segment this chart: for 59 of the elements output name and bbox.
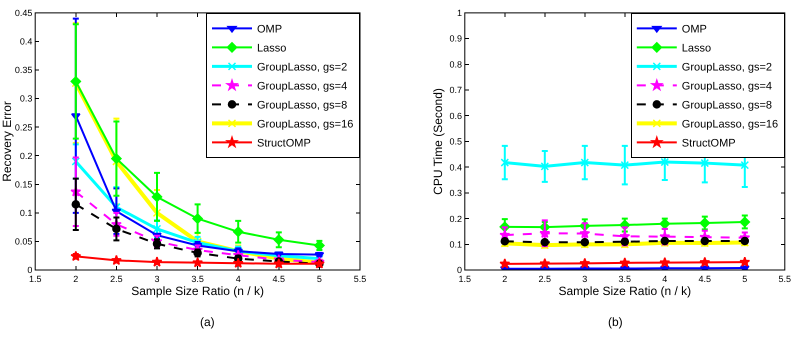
y-tick-label: 0.2	[20, 150, 32, 161]
text: (a)	[200, 315, 215, 329]
x-tick-label: 2.5	[538, 274, 552, 284]
y-tick-label: 0.9	[449, 34, 462, 44]
y-tick-label: 0.3	[449, 188, 462, 198]
x-tick-label: 4.5	[698, 274, 712, 284]
legend-label: GroupLasso, gs=4	[682, 80, 772, 93]
y-tick-label: 0.45	[14, 8, 32, 18]
x-tick-label: 3	[154, 274, 160, 284]
x-tick-label: 4	[236, 274, 241, 284]
x-tick-label: 5	[742, 274, 748, 284]
y-tick-label: 0.35	[14, 65, 32, 76]
y-tick-label: 0.5	[449, 136, 462, 147]
y-tick-label: 0.4	[20, 36, 32, 47]
legend-label: Lasso	[257, 42, 286, 55]
y-tick-label: 0	[456, 265, 462, 276]
y-tick-label: 0.3	[20, 94, 32, 104]
x-tick-label: 1.5	[458, 274, 472, 284]
y-tick-label: 0.4	[449, 162, 462, 172]
legend-label: StructOMP	[257, 138, 311, 150]
x-tick-label: 2	[502, 274, 508, 284]
y-tick-label: 0.15	[14, 179, 32, 190]
legend-label: GroupLasso, gs=16	[682, 118, 778, 131]
y-axis-title: Recovery Error	[0, 101, 14, 182]
legend-label: GroupLasso, gs=8	[682, 100, 772, 112]
legend-label: StructOMP	[682, 138, 736, 150]
legend-label: OMP	[257, 24, 282, 36]
y-tick-label: 1	[456, 8, 462, 18]
text: (b)	[608, 315, 623, 329]
legend-label: GroupLasso, gs=8	[257, 100, 348, 112]
x-tick-label: 2	[73, 274, 78, 284]
y-tick-label: 0.05	[14, 236, 32, 247]
legend-label: GroupLasso, gs=2	[682, 62, 772, 74]
y-tick-label: 0.6	[449, 110, 462, 121]
legend-label: GroupLasso, gs=16	[257, 118, 354, 131]
legend-label: Lasso	[682, 42, 712, 55]
x-tick-label: 4.5	[272, 274, 286, 284]
y-tick-label: 0.7	[449, 85, 462, 96]
legend-label: OMP	[682, 24, 707, 36]
y-tick-label: 0.2	[449, 214, 462, 224]
x-tick-label: 3.5	[618, 274, 632, 284]
y-tick-label: 0.1	[20, 208, 32, 218]
x-tick-label: 2.5	[110, 274, 123, 284]
x-tick-label: 5.5	[778, 274, 792, 284]
legend-label: GroupLasso, gs=2	[257, 62, 348, 74]
x-tick-label: 1.5	[28, 274, 42, 284]
x-tick-label: 5	[316, 274, 322, 284]
x-tick-label: 4	[662, 274, 668, 284]
x-axis-title: Sample Size Ratio (n / k)	[558, 284, 692, 298]
x-tick-label: 3.5	[191, 274, 204, 284]
y-tick-label: 0.8	[449, 59, 462, 70]
y-tick-label: 0.25	[14, 122, 32, 132]
y-axis-title: CPU Time (Second)	[430, 88, 445, 195]
x-axis-title: Sample Size Ratio (n / k)	[131, 284, 264, 298]
x-tick-label: 3	[582, 274, 588, 284]
y-tick-label: 0.1	[449, 239, 462, 250]
legend-label: GroupLasso, gs=4	[257, 80, 348, 93]
y-tick-label: 0	[27, 265, 32, 276]
x-tick-label: 5.5	[354, 274, 366, 284]
